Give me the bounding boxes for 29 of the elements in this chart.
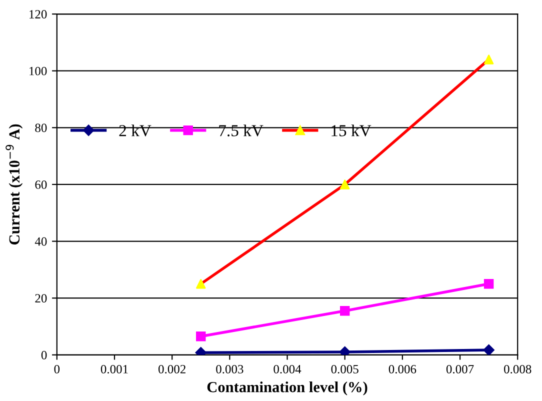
y-tick-label: 0 <box>41 350 47 360</box>
y-tick-label: 100 <box>30 66 47 76</box>
y-tick-label: 20 <box>35 294 47 303</box>
y-axis-title: Current (x10$^{−9}$ A) <box>6 124 23 245</box>
point <box>196 332 206 342</box>
x-tick-label: 0.005 <box>331 364 358 374</box>
y-tick-label: 120 <box>30 10 47 18</box>
x-tick-label: 0.002 <box>158 364 186 374</box>
x-tick-label: 0 <box>54 364 60 374</box>
point <box>483 344 494 355</box>
y-tick-label: 40 <box>34 237 47 246</box>
legend-label: 2 kV <box>119 124 152 136</box>
y-tick-label: 60 <box>35 180 47 189</box>
point <box>340 306 350 316</box>
point <box>484 279 494 289</box>
x-tick-label: 0.006 <box>388 364 416 374</box>
x-axis-title: Contamination level (%) <box>207 382 368 396</box>
y-tick-label: 80 <box>35 124 47 132</box>
x-tick-label: 0.004 <box>274 364 302 374</box>
x-tick-label: 0.007 <box>446 364 474 374</box>
point <box>340 180 350 190</box>
point <box>484 54 494 64</box>
legend-label: 15 kV <box>332 124 372 136</box>
x-tick-label: 0.001 <box>100 364 128 374</box>
x-tick-label: 0.008 <box>504 364 532 374</box>
point <box>196 279 206 289</box>
x-tick-label: 0.003 <box>216 364 244 374</box>
point <box>339 346 350 355</box>
legend-label: 7.5 kV <box>219 124 264 136</box>
